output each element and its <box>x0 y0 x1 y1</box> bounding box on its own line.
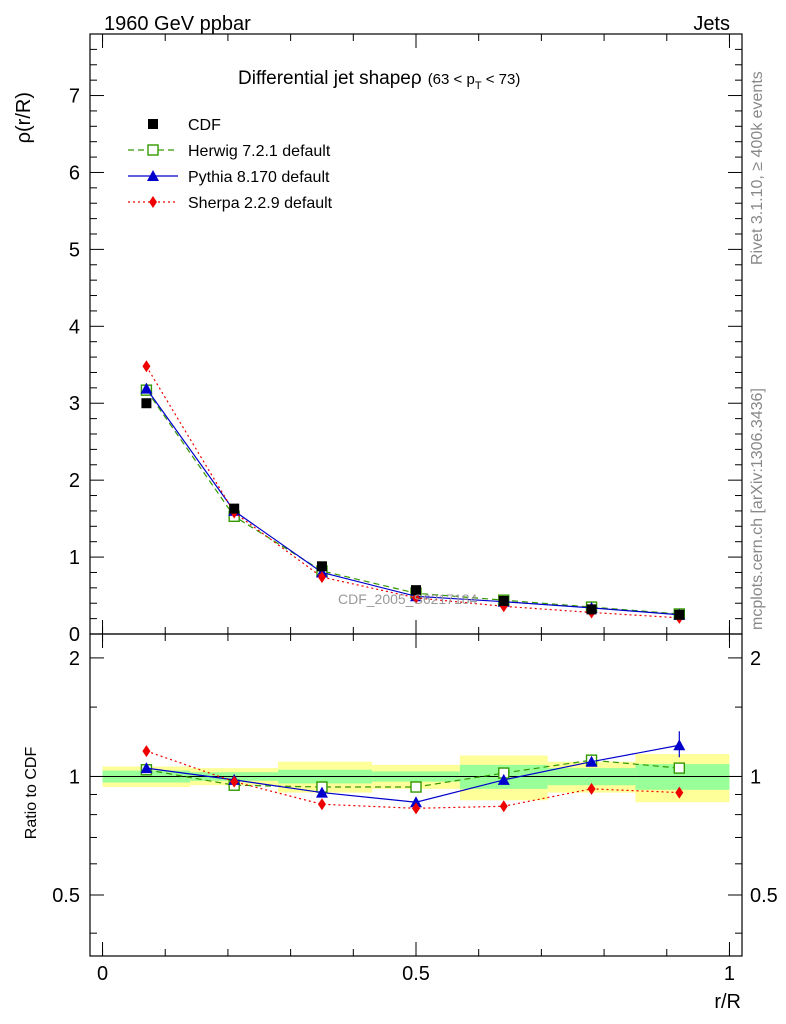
cdf-data-point-1 <box>229 503 240 514</box>
pythia-ratio-point-2 <box>315 786 328 798</box>
x-tick-label-1: 0.5 <box>402 963 430 985</box>
cdf-data-point-0 <box>141 398 152 409</box>
pythia-ratio-point-5 <box>585 755 598 767</box>
main-y-tick-label-0: 0 <box>69 624 80 646</box>
sherpa-ratio-point-6 <box>675 786 684 799</box>
sherpa-main-line <box>145 365 680 619</box>
header-left: 1960 GeV ppbar <box>104 13 251 35</box>
header-right: Jets <box>693 13 730 35</box>
chart-title-end: < 73) <box>482 71 521 88</box>
legend-marker-cdf <box>148 119 158 129</box>
main-y-tick-label-6: 6 <box>69 162 80 184</box>
herwig-ratio-point-6 <box>673 762 686 774</box>
ratio-y-tick-label-right-0: 0.5 <box>750 885 778 907</box>
herwig-ratio-point-3 <box>410 781 422 793</box>
mcplots-label: mcplots.cern.ch [arXiv:1306.3436] <box>749 388 766 630</box>
pythia-ratio-point-3 <box>410 796 422 808</box>
main-y-tick-label-4: 4 <box>69 316 80 338</box>
main-y-tick-label-1: 1 <box>69 547 80 569</box>
legend: CDF Herwig 7.2.1 default Pythia 8.170 defa… <box>128 117 333 212</box>
cdf-data-point-2 <box>316 561 327 572</box>
ratio-y-tick-label-0: 0.5 <box>52 885 80 907</box>
herwig-main-line <box>145 389 680 615</box>
sherpa-ratio-point-0 <box>142 745 151 758</box>
ratio-plot-frame <box>89 633 743 957</box>
legend-label-sherpa: Sherpa 2.2.9 default <box>188 195 333 212</box>
cdf-data-point-3 <box>411 585 421 596</box>
ratio-y-tick-label-2: 2 <box>69 648 80 670</box>
cdf-data-point-4 <box>498 595 509 606</box>
main-y-tick-label-2: 2 <box>69 470 80 492</box>
main-y-tick-label-3: 3 <box>69 393 80 415</box>
pythia-ratio-point-6 <box>673 739 686 751</box>
x-tick-label-0: 0 <box>97 963 108 985</box>
chart-title-index: T <box>475 80 482 92</box>
main-y-tick-label-5: 5 <box>69 239 80 261</box>
sherpa-main-point-0 <box>142 360 151 373</box>
legend-marker-sherpa <box>149 196 157 208</box>
ratio-y-tick-label-1: 1 <box>69 766 80 788</box>
legend-label-pythia: Pythia 8.170 default <box>188 169 330 186</box>
rivet-label: Rivet 3.1.10, ≥ 400k events <box>749 71 766 265</box>
ticks-layer: 0 0.5 1 0 1 2 3 4 5 6 7 0.5 0.5 1 1 2 2 <box>52 34 778 985</box>
legend-marker-pythia <box>147 170 159 181</box>
x-axis-label: r/R <box>714 991 741 1013</box>
sherpa-ratio-point-4 <box>499 800 508 813</box>
pythia-ratio-point-4 <box>497 773 510 785</box>
ratio-y-tick-label-right-1: 1 <box>750 766 761 788</box>
sherpa-main-point-2 <box>317 571 326 584</box>
sherpa-ratio-point-3 <box>412 802 420 815</box>
analysis-watermark: CDF_2005_S6217184 <box>338 591 478 607</box>
sherpa-ratio-point-5 <box>587 782 596 795</box>
pythia-main-line <box>145 388 680 616</box>
cdf-data-point-6 <box>674 609 685 620</box>
chart-title-sub: (63 < p <box>428 71 475 88</box>
ratio-y-tick-label-right-2: 2 <box>750 648 761 670</box>
x-tick-label-2: 1 <box>724 963 735 985</box>
ratio-y-axis-label: Ratio to CDF <box>23 747 40 840</box>
legend-label-cdf: CDF <box>188 117 221 134</box>
series-layer <box>140 360 686 815</box>
legend-label-herwig: Herwig 7.2.1 default <box>188 143 331 160</box>
main-y-tick-label-7: 7 <box>69 86 80 108</box>
sherpa-ratio-point-2 <box>317 798 326 811</box>
pythia-main-point-0 <box>140 382 153 394</box>
cdf-data-point-5 <box>586 604 597 615</box>
pythia-ratio-point-0 <box>140 762 153 774</box>
chart-title-main: Differential jet shapeρ <box>238 68 422 89</box>
legend-marker-herwig <box>147 144 159 156</box>
chart-title: Differential jet shapeρ (63 < pT < 73) <box>238 68 520 92</box>
main-y-axis-label: ρ(r/R) <box>13 92 35 143</box>
sherpa-ratio-point-1 <box>230 775 239 788</box>
